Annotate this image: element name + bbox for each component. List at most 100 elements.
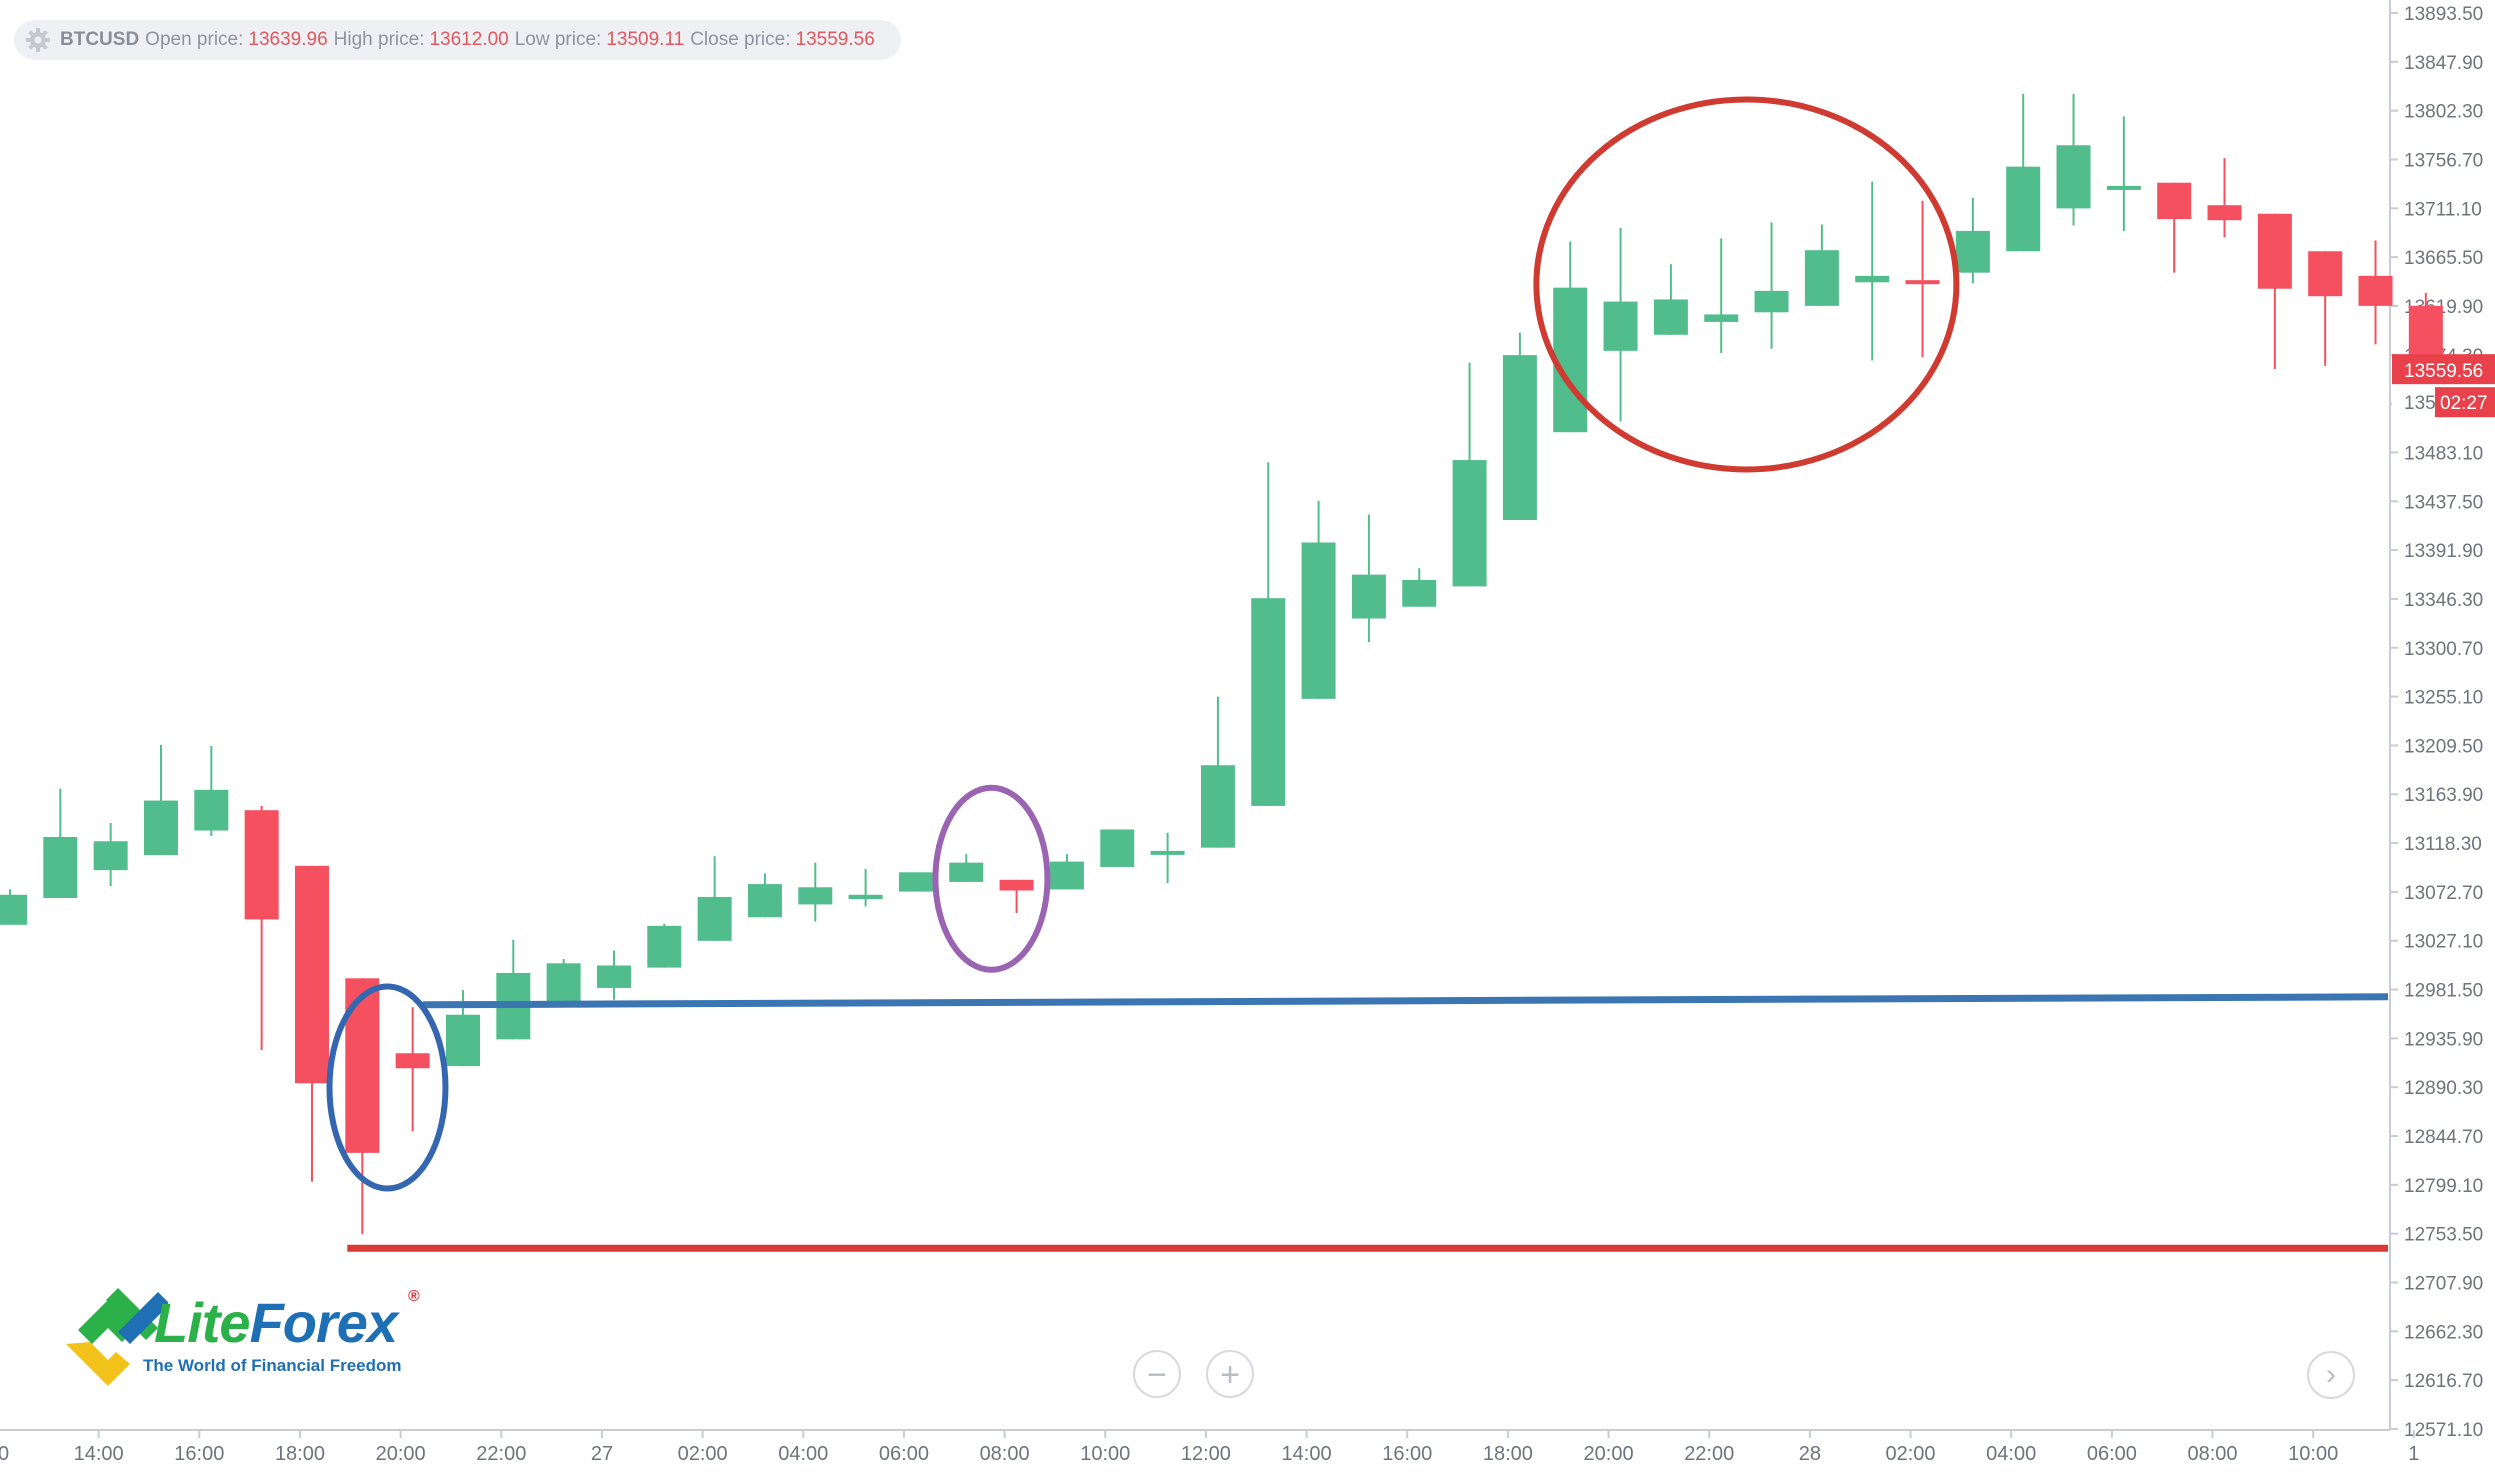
- candle-body: [294, 865, 329, 1084]
- timer-tag: [2435, 387, 2495, 418]
- x-tick-label: 04:00: [778, 1443, 828, 1465]
- liteforex-logo: LiteForex ® The World of Financial Freed…: [58, 1282, 458, 1392]
- logo-mark-icon: [66, 1288, 168, 1386]
- candle-body: [798, 887, 833, 905]
- x-tick-label: 06:00: [2087, 1443, 2137, 1465]
- candle-body: [1200, 765, 1235, 848]
- blue-circle-annotation: [326, 983, 449, 1192]
- candle-body: [194, 789, 229, 831]
- x-tick-label: 02:00: [678, 1443, 728, 1465]
- x-tick-label: 04:00: [1986, 1443, 2036, 1465]
- candle-body: [546, 963, 581, 1005]
- candle-body: [1804, 250, 1839, 306]
- y-tick-label: 12981.50: [2404, 981, 2483, 1002]
- open-price-label: Open price:: [145, 29, 244, 50]
- x-tick-label: 20:00: [1584, 1443, 1634, 1465]
- x-tick-label: 1: [2408, 1443, 2419, 1465]
- zoom-out-button[interactable]: −: [1133, 1350, 1181, 1398]
- x-tick-label: 28: [1799, 1443, 1821, 1465]
- candle-body: [898, 872, 933, 892]
- y-tick-label: 13346.30: [2404, 590, 2483, 611]
- price-tag-label: 13559.56: [2404, 361, 2483, 382]
- y-tick-label: 12844.70: [2404, 1127, 2483, 1148]
- y-tick-label: 12799.10: [2404, 1176, 2483, 1197]
- x-tick-label: 22:00: [476, 1443, 526, 1465]
- y-tick-label: 13847.90: [2404, 53, 2483, 74]
- timer-label: 02:27: [2440, 393, 2488, 414]
- y-tick-label: 13163.90: [2404, 785, 2483, 806]
- y-tick-label: 13391.90: [2404, 541, 2483, 562]
- y-tick-label: 13072.70: [2404, 883, 2483, 904]
- candle-body: [596, 965, 631, 988]
- x-tick-label: 14:00: [1282, 1443, 1332, 1465]
- candle-body: [345, 978, 380, 1153]
- candle-body: [647, 925, 682, 968]
- purple-circle-annotation: [932, 784, 1051, 973]
- candle-body: [143, 800, 178, 856]
- candle-body: [949, 862, 984, 882]
- x-tick-label: 08:00: [2187, 1443, 2237, 1465]
- candle-body: [1452, 460, 1487, 587]
- y-tick-label: 13300.70: [2404, 639, 2483, 660]
- y-tick-label: 13027.10: [2404, 932, 2483, 953]
- y-tick-label: 13483.10: [2404, 443, 2483, 464]
- candle-body: [2106, 185, 2141, 190]
- partial-price-label: 135: [2404, 393, 2436, 414]
- x-tick-label: 16:00: [1382, 1443, 1432, 1465]
- x-tick-label: 12:00: [1181, 1443, 1231, 1465]
- candle-body: [2308, 251, 2343, 297]
- candle-body: [1301, 542, 1336, 699]
- x-tick-label: 10:00: [1080, 1443, 1130, 1465]
- symbol-label: BTCUSD: [60, 29, 140, 50]
- x-tick-label: 02:00: [1886, 1443, 1936, 1465]
- registered-mark: ®: [408, 1288, 420, 1305]
- candle-body: [1049, 861, 1084, 890]
- x-tick-label: 20:00: [376, 1443, 426, 1465]
- candle-body: [1553, 287, 1588, 433]
- candle-body: [1150, 850, 1185, 855]
- low-price-value: 13509.11: [606, 29, 685, 50]
- x-tick-label: 18:00: [275, 1443, 325, 1465]
- open-price-value: 13639.96: [248, 29, 328, 50]
- y-tick-label: 12571.10: [2404, 1420, 2483, 1441]
- candle-body: [1603, 301, 1638, 351]
- y-tick-label: 13118.30: [2404, 834, 2482, 855]
- logo-wordmark: LiteForex: [154, 1291, 398, 1354]
- candle-body: [93, 841, 128, 871]
- candle-body: [747, 884, 782, 918]
- candle-body: [43, 836, 78, 898]
- gear-icon[interactable]: [24, 26, 52, 54]
- y-tick-label: 12890.30: [2404, 1078, 2483, 1099]
- scroll-right-button[interactable]: ›: [2307, 1351, 2355, 1399]
- candle-body: [395, 1053, 430, 1069]
- y-tick-label: 13893.50: [2404, 4, 2483, 25]
- zoom-in-button[interactable]: +: [1206, 1350, 1254, 1398]
- x-tick-label: 22:00: [1684, 1443, 1734, 1465]
- y-tick-label: 12662.30: [2404, 1322, 2483, 1343]
- red-circle-annotation: [1533, 96, 1960, 473]
- candle-body: [2257, 213, 2292, 289]
- candle-body: [2358, 275, 2393, 306]
- candle-body: [1905, 280, 1940, 285]
- y-tick-label: 12707.90: [2404, 1274, 2483, 1295]
- candle-body: [2006, 166, 2041, 252]
- candle-body: [1351, 574, 1386, 619]
- candle-body: [1502, 355, 1537, 521]
- candle-body: [2207, 205, 2242, 221]
- logo-tagline: The World of Financial Freedom: [143, 1356, 402, 1375]
- candle-body: [1955, 230, 1990, 273]
- y-tick-label: 13711.10: [2404, 199, 2482, 220]
- x-tick-label: 00: [0, 1443, 9, 1465]
- y-tick-label: 13255.10: [2404, 688, 2483, 709]
- candle-body: [697, 896, 732, 941]
- candle-body: [1100, 829, 1135, 867]
- high-price-value: 13612.00: [429, 29, 509, 50]
- close-price-label: Close price:: [690, 29, 791, 50]
- ohlc-info-bar: BTCUSD Open price: 13639.96 High price: …: [14, 20, 901, 60]
- x-tick-label: 16:00: [174, 1443, 224, 1465]
- y-tick-label: 12616.70: [2404, 1371, 2483, 1392]
- candle-body: [1704, 314, 1739, 322]
- candle-body: [848, 894, 883, 900]
- candle-body: [1653, 299, 1688, 335]
